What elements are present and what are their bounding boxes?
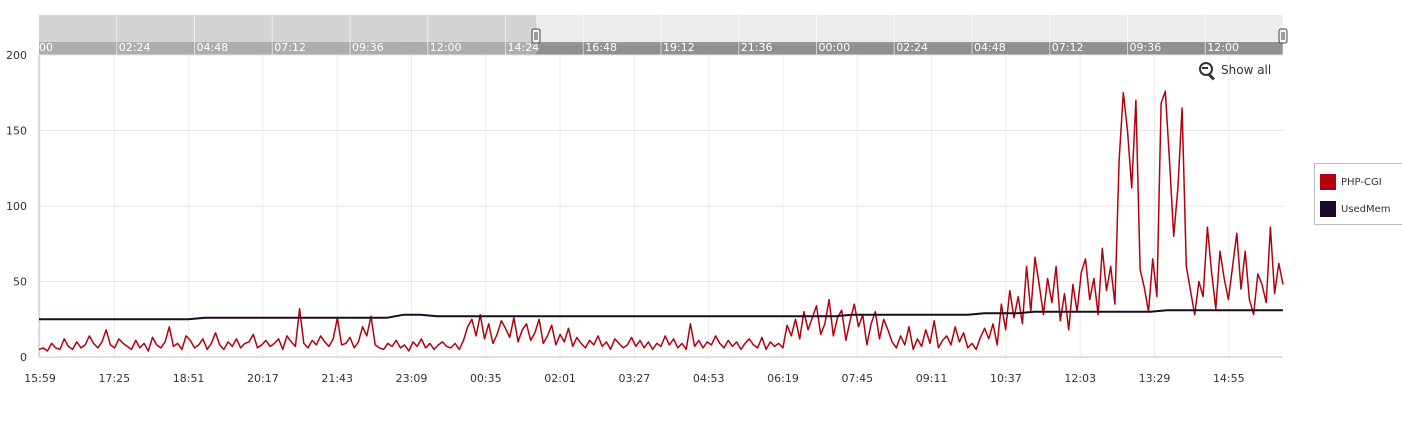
navigator-tick-label: 02:24 (896, 41, 928, 54)
x-tick-label: 20:17 (247, 372, 279, 385)
navigator-tick-label: 12:00 (430, 41, 462, 54)
navigator-tick-label: 04:48 (197, 41, 229, 54)
navigator-handle-right (1278, 28, 1288, 44)
series-line-php-cgi (38, 90, 1284, 352)
x-tick-label: 02:01 (544, 372, 576, 385)
y-tick-label: 50 (13, 276, 27, 289)
navigator-tick-label: 00:00 (819, 41, 851, 54)
navigator-tick-label: 04:48 (974, 41, 1006, 54)
x-tick-label: 13:29 (1139, 372, 1171, 385)
x-tick-label: 07:45 (841, 372, 873, 385)
show-all-label: Show all (1221, 63, 1272, 77)
chart-grid (39, 54, 1283, 358)
x-tick-label: 23:09 (396, 372, 428, 385)
range-navigator[interactable]: 00 02:24 04:48 07:12 09:36 12:00 14:24 16:48 19:… (36, 15, 1317, 55)
navigator-tick-label: 12:00 (1207, 41, 1239, 54)
x-tick-label: 04:53 (693, 372, 725, 385)
navigator-tick-label: 19:12 (663, 41, 695, 54)
series-line-usedmem (39, 309, 1283, 321)
x-tick-label: 15:59 (24, 372, 56, 385)
navigator-tick-label: 00 (39, 41, 53, 54)
y-tick-label: 150 (6, 125, 27, 138)
navigator-tick-label: 14:24 (508, 41, 540, 54)
legend-item-php-cgi[interactable]: PHP-CGI (1320, 173, 1382, 191)
y-axis: 0 50 100 150 200 (6, 49, 40, 364)
legend-swatch-php-cgi (1320, 174, 1336, 190)
navigator-time-band-left (39, 42, 536, 55)
navigator-tick-label: 09:36 (352, 41, 384, 54)
x-tick-label: 12:03 (1064, 372, 1096, 385)
navigator-tick-label: 07:12 (274, 41, 306, 54)
x-tick-label: 21:43 (321, 372, 353, 385)
legend: PHP-CGI UsedMem (1314, 163, 1402, 225)
y-tick-label: 0 (20, 351, 27, 364)
legend-item-usedmem[interactable]: UsedMem (1320, 200, 1391, 218)
navigator-handle-left (531, 28, 541, 44)
x-tick-label: 10:37 (990, 372, 1022, 385)
navigator-tick-label: 02:24 (119, 41, 151, 54)
legend-label-php-cgi: PHP-CGI (1341, 176, 1382, 188)
x-tick-label: 18:51 (173, 372, 205, 385)
navigator-tick-label: 09:36 (1130, 41, 1162, 54)
navigator-tick-label: 21:36 (741, 41, 773, 54)
x-tick-label: 03:27 (619, 372, 651, 385)
x-tick-label: 06:19 (767, 372, 799, 385)
navigator-tick-label: 14:24 (1285, 41, 1317, 54)
zoom-out-icon (1198, 61, 1216, 81)
y-tick-label: 100 (6, 200, 27, 213)
x-tick-label: 17:25 (98, 372, 130, 385)
x-axis: 15:59 17:25 18:51 20:17 21:43 23:09 00:35 02:01… (24, 356, 1283, 385)
legend-swatch-usedmem (1320, 201, 1336, 217)
x-tick-label: 14:55 (1213, 372, 1245, 385)
navigator-tick-label: 07:12 (1052, 41, 1084, 54)
navigator-tick-label: 16:48 (585, 41, 617, 54)
series-lines (38, 90, 1284, 352)
x-tick-label: 09:11 (916, 372, 948, 385)
legend-label-usedmem: UsedMem (1341, 203, 1391, 215)
y-tick-label: 200 (6, 49, 27, 62)
x-tick-label: 00:35 (470, 372, 502, 385)
show-all-button[interactable]: Show all (1198, 61, 1272, 81)
